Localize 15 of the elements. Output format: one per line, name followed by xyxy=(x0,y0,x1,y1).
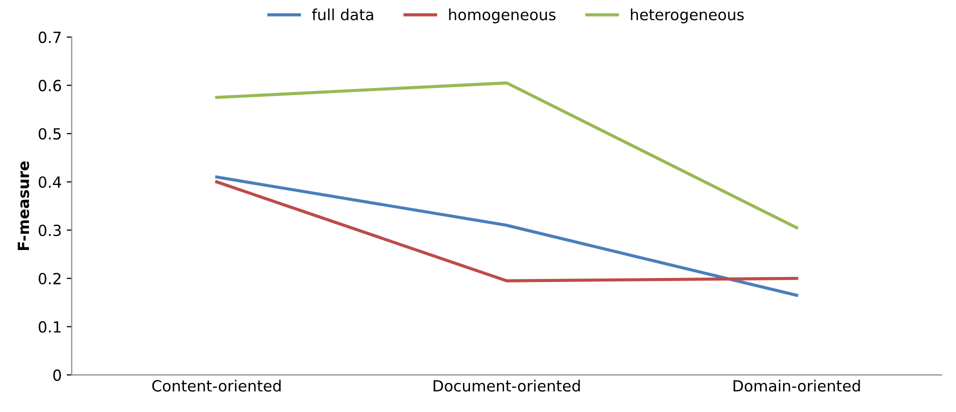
legend-label: homogeneous xyxy=(449,8,556,24)
y-tick-label: 0.1 xyxy=(38,321,61,333)
x-tick-label: Content-oriented xyxy=(152,380,281,392)
y-tick-label: 0.3 xyxy=(38,224,61,236)
y-tick-label: 0.7 xyxy=(38,32,61,44)
legend-label: heterogeneous xyxy=(630,8,744,24)
y-tick-label: 0.5 xyxy=(38,128,61,140)
legend-label: full data xyxy=(312,8,374,20)
y-tick-label: 0.2 xyxy=(38,272,60,284)
y-tick-label: 0.4 xyxy=(38,176,62,188)
y-tick-label: 0.6 xyxy=(38,80,62,92)
x-tick-label: Document-oriented xyxy=(434,380,580,392)
y-axis-title: F-measure xyxy=(18,161,30,250)
y-tick-label: 0 xyxy=(53,369,61,381)
x-tick-label: Domain-oriented xyxy=(734,380,860,392)
